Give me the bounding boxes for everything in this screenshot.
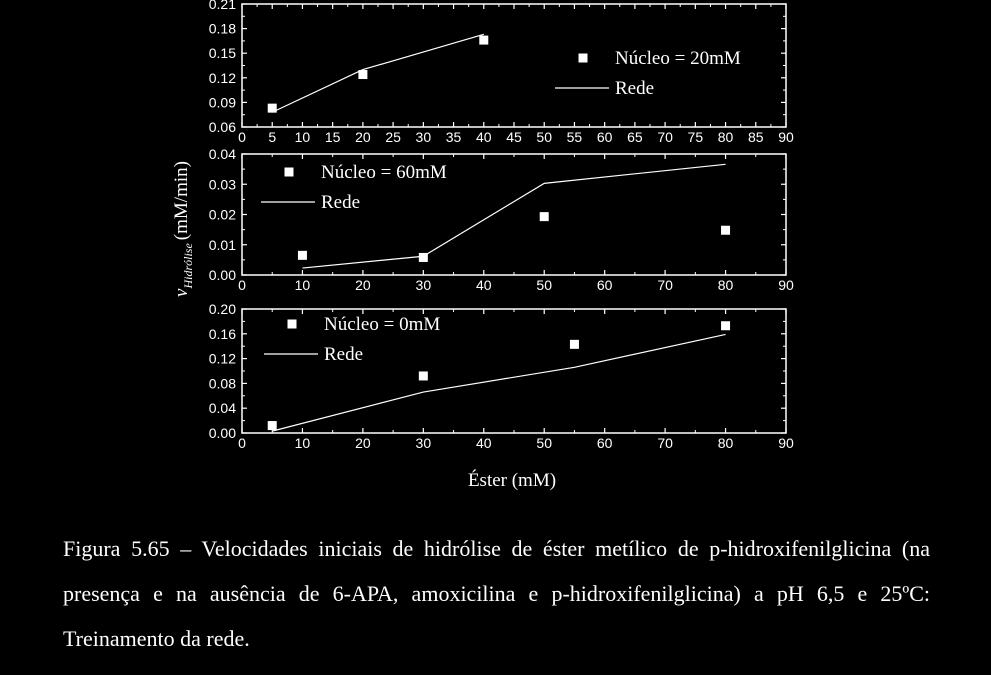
x-tick-label: 50 xyxy=(536,435,552,451)
x-tick-label: 70 xyxy=(657,277,673,293)
nucleo-data-point xyxy=(358,70,368,80)
rede-series-line xyxy=(302,163,726,269)
y-tick-label: 0.12 xyxy=(209,351,236,367)
y-tick-label: 0.12 xyxy=(209,70,236,86)
y-tick-label: 0.00 xyxy=(209,425,236,441)
x-tick-label: 60 xyxy=(597,129,613,145)
y-axis-label: vHidrólise (mM/min) xyxy=(171,161,195,297)
nucleo-data-point xyxy=(539,212,549,222)
legend-label: Rede xyxy=(321,192,360,213)
x-tick-label: 90 xyxy=(778,277,794,293)
y-tick-label: 0.08 xyxy=(209,375,236,391)
y-axis-unit: (mM/min) xyxy=(171,161,192,240)
y-tick-label: 0.18 xyxy=(209,21,236,37)
y-axis-subscript: Hidrólise xyxy=(181,243,195,290)
nucleo-data-point xyxy=(418,371,428,381)
x-tick-label: 20 xyxy=(355,435,371,451)
figure-caption: Figura 5.65 – Velocidades iniciais de hi… xyxy=(63,536,930,651)
legend-square-marker xyxy=(578,53,588,63)
y-tick-label: 0.04 xyxy=(209,146,236,162)
x-tick-label: 50 xyxy=(536,277,552,293)
legend: Núcleo = 0mM Rede xyxy=(264,314,440,365)
x-tick-label: 15 xyxy=(325,129,341,145)
x-tick-label: 85 xyxy=(748,129,764,145)
x-tick-label: 80 xyxy=(718,277,734,293)
nucleo-data-point xyxy=(267,421,277,431)
legend-square-marker xyxy=(284,167,294,177)
legend-label: Núcleo = 0mM xyxy=(324,314,440,335)
y-tick-label: 0.06 xyxy=(209,119,236,135)
x-tick-label: 50 xyxy=(536,129,552,145)
nucleo-data-point xyxy=(297,250,307,260)
x-tick-label: 80 xyxy=(718,435,734,451)
x-tick-label: 30 xyxy=(416,435,432,451)
legend-label: Rede xyxy=(324,344,363,365)
rede-series-line xyxy=(271,33,484,113)
nucleo-data-point xyxy=(721,225,731,235)
y-tick-label: 0.02 xyxy=(209,207,236,223)
y-tick-label: 0.16 xyxy=(209,326,236,342)
x-tick-label: 90 xyxy=(778,435,794,451)
legend-label: Núcleo = 20mM xyxy=(615,48,741,69)
chart-panel-2: 0 10 20 30 40 50 60 70 80 90 0.00 0.01 0.02 0.03 0.04 N… xyxy=(209,146,794,293)
x-tick-label: 60 xyxy=(597,435,613,451)
y-tick-label: 0.04 xyxy=(209,400,236,416)
y-tick-label: 0.21 xyxy=(209,0,236,12)
x-tick-label: 30 xyxy=(416,277,432,293)
x-tick-label: 40 xyxy=(476,435,492,451)
x-tick-label: 0 xyxy=(238,129,246,145)
chart-panel-3: 0 10 20 30 40 50 60 70 80 90 0.00 0.04 0.08 0.12 0.16 0… xyxy=(209,301,794,451)
rede-series-line xyxy=(272,333,726,432)
x-tick-label: 70 xyxy=(657,129,673,145)
x-tick-label: 25 xyxy=(385,129,401,145)
x-tick-label: 10 xyxy=(295,277,311,293)
x-tick-label: 75 xyxy=(688,129,704,145)
x-tick-label: 10 xyxy=(295,129,311,145)
x-tick-label: 0 xyxy=(238,435,246,451)
x-tick-label: 40 xyxy=(476,129,492,145)
y-tick-label: 0.20 xyxy=(209,301,236,317)
x-tick-label: 20 xyxy=(355,129,371,145)
x-tick-label: 20 xyxy=(355,277,371,293)
x-axis-label: Éster (mM) xyxy=(468,469,556,491)
nucleo-data-point xyxy=(418,252,428,262)
y-axis-symbol: v xyxy=(171,288,192,297)
y-tick-label: 0.00 xyxy=(209,267,236,283)
x-tick-label: 55 xyxy=(567,129,583,145)
x-tick-label: 10 xyxy=(295,435,311,451)
nucleo-data-point xyxy=(569,339,579,349)
legend-label: Núcleo = 60mM xyxy=(321,162,447,183)
x-tick-label: 35 xyxy=(446,129,462,145)
y-tick-label: 0.01 xyxy=(209,237,236,253)
legend: Núcleo = 60mM Rede xyxy=(261,162,447,213)
chart-panel-1: 0 5 10 15 20 25 30 35 40 45 50 55 60 65 70 75 80 85 90 0.06… xyxy=(209,0,794,145)
nucleo-data-point xyxy=(267,103,277,113)
x-tick-label: 70 xyxy=(657,435,673,451)
y-tick-label: 0.03 xyxy=(209,176,236,192)
legend-label: Rede xyxy=(615,78,654,99)
nucleo-data-point xyxy=(721,321,731,331)
legend-square-marker xyxy=(287,319,297,329)
y-tick-label: 0.09 xyxy=(209,94,236,110)
x-tick-label: 40 xyxy=(476,277,492,293)
nucleo-data-point xyxy=(479,35,489,45)
x-tick-label: 0 xyxy=(238,277,246,293)
x-tick-label: 90 xyxy=(778,129,794,145)
x-tick-label: 65 xyxy=(627,129,643,145)
x-tick-label: 5 xyxy=(268,129,276,145)
x-tick-label: 30 xyxy=(416,129,432,145)
legend: Núcleo = 20mM Rede xyxy=(555,48,741,99)
x-tick-label: 80 xyxy=(718,129,734,145)
x-tick-label: 45 xyxy=(506,129,522,145)
x-tick-label: 60 xyxy=(597,277,613,293)
y-tick-label: 0.15 xyxy=(209,45,236,61)
chart-figure: 0 5 10 15 20 25 30 35 40 45 50 55 60 65 70 75 80 85 90 0.06… xyxy=(171,0,794,491)
